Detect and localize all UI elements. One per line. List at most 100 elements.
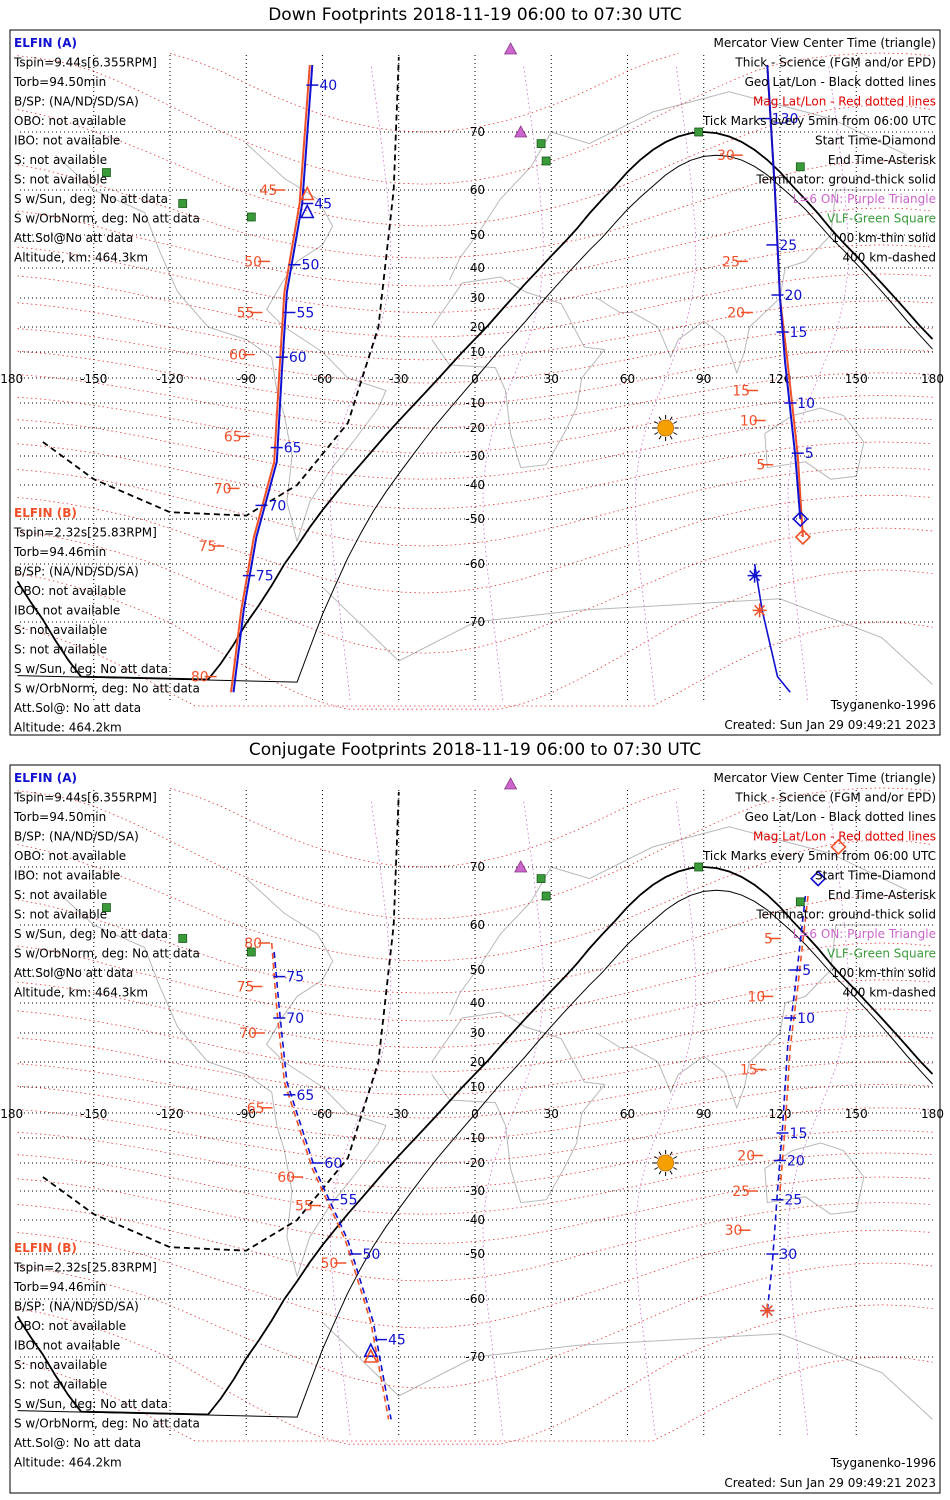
legend-line: VLF-Green Square	[827, 947, 936, 961]
tick-label-b: 30	[717, 148, 735, 164]
elfin-b-info: S: not available	[14, 1378, 107, 1392]
tick-label-b: 20	[737, 1149, 755, 1165]
legend-line: End Time-Asterisk	[828, 888, 936, 902]
legend-line: Terminator: ground-thick solid	[755, 908, 936, 922]
elfin-b-info: Att.Sol@: No att data	[14, 701, 141, 715]
tick-label-b: 70	[239, 1026, 257, 1042]
terminator-ground	[16, 866, 934, 1416]
elfin-b-info: IBO: not available	[14, 1339, 120, 1353]
legend-line: L=6 ON: Purple Triangle	[793, 927, 936, 941]
lon-tick-label: -90	[236, 372, 256, 386]
vlf-square	[102, 903, 111, 913]
tick-label-a: 15	[790, 325, 808, 341]
tick-label-a: 55	[340, 1193, 358, 1209]
track-elfin-b-west	[230, 64, 311, 693]
end-asterisk	[752, 603, 767, 618]
legend-line: Mag Lat/Lon - Red dotted lines	[753, 830, 936, 844]
elfin-b-info: OBO: not available	[14, 1319, 126, 1333]
lat-tick-label: 20	[470, 1055, 485, 1069]
elfin-b-info: Altitude: 464.2km	[14, 721, 122, 735]
elfin-a-info: Altitude, km: 464.3km	[14, 986, 148, 1000]
mag-parallel	[17, 417, 933, 480]
created-label: Created: Sun Jan 29 09:49:21 2023	[724, 718, 936, 732]
tick-label-a: 50	[302, 258, 320, 274]
sun-ray	[658, 416, 662, 421]
elfin-b-info: B/SP: (NA/ND/SD/SA)	[14, 565, 139, 579]
track-elfin-a-east	[766, 64, 802, 520]
elfin-b-info: S w/OrbNorm, deg: No att data	[14, 1417, 200, 1431]
terminator-100km	[17, 889, 933, 1418]
coastline-4	[596, 189, 882, 375]
vlf-square	[541, 891, 551, 901]
elfin-b-info: IBO: not available	[14, 604, 120, 618]
tick-label-a: 70	[269, 498, 287, 514]
mag-parallel	[17, 244, 933, 313]
mag-parallel	[17, 1107, 933, 1164]
legend-line: VLF-Green Square	[827, 212, 936, 226]
lon-tick-label: -90	[236, 1107, 256, 1121]
tick-label-a: 5	[802, 963, 811, 979]
down-panel: Down Footprints 2018-11-19 06:00 to 07:3…	[0, 0, 950, 740]
tick-label-b: 25	[722, 254, 740, 270]
elfin-a-info: Att.Sol@No att data	[14, 231, 133, 245]
legend-line: Start Time-Diamond	[815, 134, 936, 148]
legend-line: 400 km-dashed	[842, 251, 936, 265]
tick-label-a: 5	[805, 446, 814, 462]
tick-label-b: 5	[756, 458, 765, 474]
start-diamond	[809, 870, 827, 887]
legend-line: Tick Marks every 5min from 06:00 UTC	[702, 114, 936, 128]
lshell-line	[482, 799, 544, 1436]
legend-line: Mercator View Center Time (triangle)	[714, 36, 936, 50]
tick-label-a: 45	[388, 1333, 406, 1349]
elfin-b-info: S: not available	[14, 623, 107, 637]
elfin-a-info: S: not available	[14, 908, 107, 922]
down-map: -180-150-120-90-60-300306090120150180706…	[0, 29, 944, 736]
legend-line: Thick - Science (FGM and/or EPD)	[734, 791, 936, 805]
elfin-a-info: OBO: not available	[14, 114, 126, 128]
sun-icon	[657, 419, 675, 437]
view-center-triangle	[363, 1348, 379, 1363]
vlf-square	[178, 199, 188, 208]
sun-ray	[654, 1167, 659, 1170]
track-elfin-a-west	[232, 64, 314, 693]
view-center-triangle	[299, 185, 315, 201]
lon-tick-label: -180	[0, 372, 23, 386]
legend-line: Mercator View Center Time (triangle)	[714, 771, 936, 785]
sun-ray	[673, 1156, 678, 1159]
lshell-triangle	[514, 125, 528, 138]
tick-label-b: 10	[740, 414, 758, 430]
vlf-square	[536, 874, 546, 884]
elfin-a-info: S w/OrbNorm, deg: No att data	[14, 212, 200, 226]
lon-tick-label: -120	[156, 372, 183, 386]
lon-tick-label: -30	[389, 1107, 409, 1121]
elfin-b-info: Torb=94.46min	[13, 545, 106, 559]
lon-tick-label: 90	[696, 1107, 711, 1121]
tick-label-b: 50	[320, 1256, 338, 1272]
lshell-line	[635, 64, 697, 701]
conjugate-map: -180 -150 -120 -90 -60 -30 0 30 60 90 120 150 180 70 6…	[0, 764, 944, 1494]
tick-label-a: 55	[296, 306, 314, 322]
legend-line: Geo Lat/Lon - Black dotted lines	[745, 75, 936, 89]
map-frame	[9, 764, 941, 1494]
tick-label-a: 70	[286, 1011, 304, 1027]
coastline-3	[431, 276, 606, 469]
elfin-b-info: Torb=94.46min	[13, 1280, 106, 1294]
legend-line: 100 km-thin solid	[831, 966, 936, 980]
lat-tick-label: -70	[465, 1350, 485, 1364]
lat-tick-label: -60	[465, 557, 485, 571]
mag-parallel	[17, 1130, 933, 1189]
sun-ray	[658, 1151, 662, 1156]
lshell-triangle	[503, 777, 518, 790]
map-layer: -180-150-120-90-60-300306090120150180706…	[0, 42, 944, 710]
elfin-a-info: Altitude, km: 464.3km	[14, 251, 148, 265]
conjugate-title: Conjugate Footprints 2018-11-19 06:00 to…	[248, 740, 702, 760]
lat-tick-label: 70	[470, 125, 485, 139]
lat-tick-label: -10	[465, 1131, 485, 1145]
elfin-b-info: S: not available	[14, 1358, 107, 1372]
legend-line: Tick Marks every 5min from 06:00 UTC	[702, 849, 936, 863]
tick-label-b: 75	[198, 539, 216, 555]
lon-tick-label: 0	[471, 372, 479, 386]
sun-icon	[657, 1154, 675, 1172]
tick-label-b: 60	[229, 348, 247, 364]
tick-label-b: 15	[740, 1063, 758, 1079]
